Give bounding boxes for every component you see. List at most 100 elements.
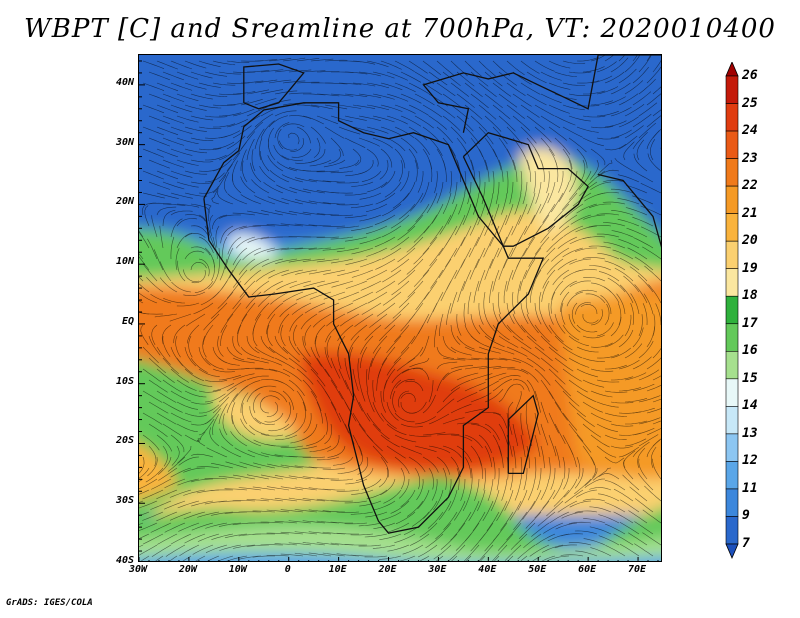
- streamline: [590, 456, 597, 478]
- streamline: [478, 60, 496, 77]
- streamline: [589, 265, 612, 271]
- streamline: [565, 203, 584, 218]
- streamline: [400, 93, 422, 104]
- streamline: [442, 115, 461, 131]
- streamline: [308, 269, 332, 275]
- streamline: [295, 177, 318, 183]
- streamline: [660, 455, 661, 457]
- streamline: [409, 533, 430, 546]
- streamline: [219, 214, 242, 219]
- streamline: [327, 445, 346, 458]
- streamline: [400, 170, 410, 192]
- streamline: [344, 71, 368, 75]
- colorbar-label: 25: [742, 95, 758, 111]
- streamline: [330, 401, 342, 423]
- streamline: [205, 522, 228, 529]
- streamline: [512, 357, 534, 368]
- streamline: [192, 544, 214, 555]
- streamline: [366, 390, 375, 413]
- streamline: [302, 379, 318, 398]
- streamline: [263, 280, 284, 293]
- streamline: [344, 137, 366, 148]
- streamline: [506, 60, 525, 76]
- streamline: [554, 71, 577, 77]
- streamline: [372, 401, 384, 422]
- streamline: [636, 139, 645, 161]
- streamline: [282, 291, 304, 303]
- streamline: [360, 258, 382, 268]
- streamline: [569, 500, 592, 508]
- streamline: [394, 126, 415, 139]
- streamline: [366, 489, 388, 500]
- streamline: [429, 247, 444, 267]
- streamline: [518, 203, 528, 225]
- streamline: [142, 434, 160, 451]
- streamline: [251, 149, 256, 172]
- streamline: [428, 445, 451, 454]
- streamline: [268, 58, 292, 62]
- streamline: [188, 335, 193, 358]
- streamline: [380, 126, 402, 136]
- streamline: [344, 544, 368, 546]
- streamline: [618, 55, 626, 62]
- colorbar-label: 20: [742, 233, 758, 249]
- streamline: [367, 181, 388, 193]
- streamline: [156, 368, 175, 383]
- streamline: [442, 417, 465, 425]
- streamline: [148, 159, 170, 169]
- wbpt-color-field: [139, 55, 661, 561]
- streamline: [322, 488, 345, 491]
- streamline: [204, 478, 228, 480]
- streamline: [400, 423, 423, 428]
- coastline: [203, 102, 545, 534]
- streamline: [580, 303, 598, 315]
- streamline: [442, 192, 452, 215]
- streamline: [153, 249, 164, 271]
- streamline: [344, 522, 368, 525]
- streamline: [568, 335, 589, 347]
- streamline: [322, 552, 346, 557]
- streamline: [151, 215, 158, 238]
- streamline: [484, 313, 497, 334]
- streamline: [361, 170, 382, 182]
- streamline: [380, 434, 400, 448]
- streamline: [336, 489, 360, 492]
- streamline: [583, 518, 606, 524]
- streamline: [164, 478, 186, 489]
- streamline: [212, 396, 230, 414]
- streamline: [569, 280, 592, 288]
- streamline: [400, 489, 416, 508]
- streamline: [352, 291, 374, 302]
- streamline: [246, 474, 270, 480]
- streamline: [520, 555, 528, 561]
- streamline: [142, 82, 165, 91]
- streamline: [574, 478, 592, 495]
- streamline: [176, 181, 199, 188]
- streamline: [435, 522, 452, 540]
- colorbar-swatch: [725, 213, 739, 242]
- streamline: [381, 247, 402, 260]
- streamline: [498, 214, 508, 236]
- streamline: [344, 236, 368, 242]
- streamline: [317, 280, 340, 287]
- streamline: [280, 445, 304, 448]
- streamline: [261, 258, 284, 267]
- streamline: [457, 280, 466, 303]
- streamline: [642, 246, 661, 260]
- streamline: [142, 390, 163, 403]
- streamline: [274, 520, 298, 524]
- streamline: [512, 445, 517, 469]
- streamline: [148, 445, 157, 467]
- streamline: [184, 390, 207, 398]
- streamline: [318, 302, 340, 313]
- streamline: [436, 126, 453, 144]
- streamline: [156, 104, 179, 113]
- streamline: [526, 137, 540, 157]
- streamline: [435, 555, 444, 561]
- streamline: [598, 514, 620, 524]
- streamline: [401, 367, 424, 374]
- streamline: [142, 412, 163, 425]
- streamline: [504, 489, 514, 511]
- streamline: [148, 115, 171, 125]
- streamline: [211, 413, 220, 436]
